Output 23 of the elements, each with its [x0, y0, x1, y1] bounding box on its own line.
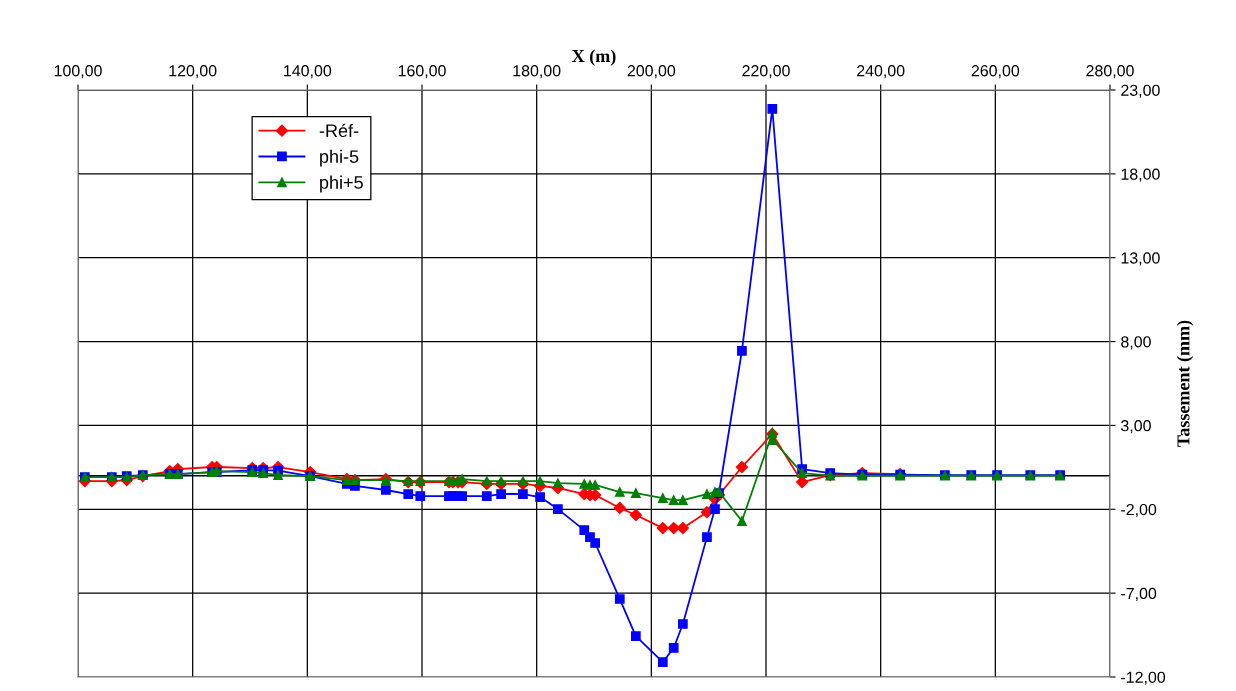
y-tick-label: -2,00 — [1121, 503, 1157, 518]
x-tick-label: 160,00 — [398, 65, 446, 79]
y-tick-label: 13,00 — [1121, 252, 1160, 266]
x-tick-label: 200,00 — [627, 65, 676, 79]
y-tick-label: -12,00 — [1121, 671, 1166, 685]
x-tick-label: 180,00 — [513, 65, 561, 79]
legend-label: -Réf- — [319, 123, 359, 138]
x-tick-label: 120,00 — [169, 65, 217, 79]
y-tick-label: 23,00 — [1121, 84, 1160, 98]
y-axis-title: Tassement (mm) — [1176, 320, 1194, 447]
x-tick-label: 260,00 — [971, 65, 1020, 79]
y-tick-label: -7,00 — [1121, 587, 1157, 601]
y-tick-label: 8,00 — [1121, 336, 1151, 350]
x-tick-label: 100,00 — [54, 65, 102, 79]
y-tick-label: 18,00 — [1121, 168, 1160, 182]
legend-label: phi-5 — [320, 149, 359, 167]
x-tick-label: 280,00 — [1086, 65, 1134, 79]
x-tick-label: 240,00 — [857, 65, 905, 79]
x-tick-label: 140,00 — [284, 65, 332, 79]
x-tick-label: 220,00 — [742, 65, 790, 79]
y-tick-label: 3,00 — [1121, 420, 1151, 434]
legend-label: phi+5 — [320, 175, 363, 193]
x-axis-title: X (m) — [572, 49, 616, 66]
